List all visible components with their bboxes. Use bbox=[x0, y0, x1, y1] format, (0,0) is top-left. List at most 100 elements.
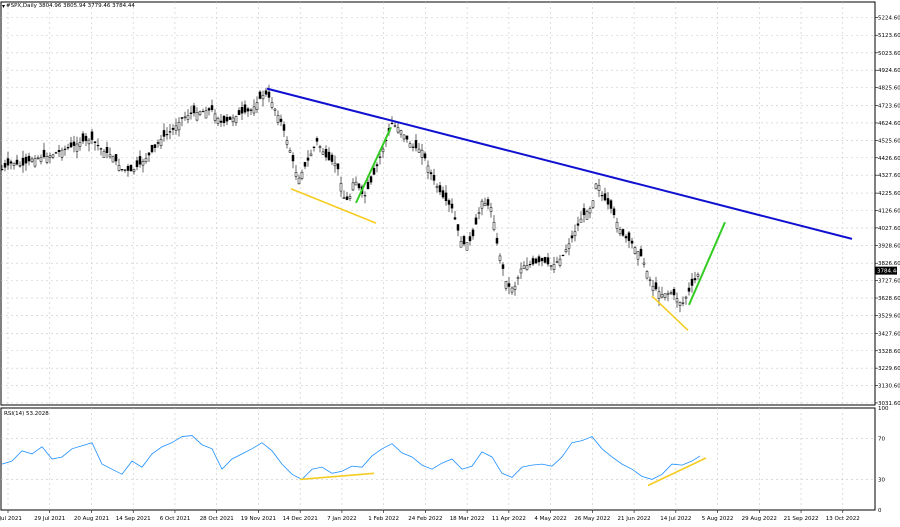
candle-body bbox=[279, 118, 283, 122]
candle-body bbox=[639, 248, 643, 257]
candle-body bbox=[402, 134, 406, 140]
candle-body bbox=[645, 271, 649, 279]
candle-body bbox=[525, 265, 529, 271]
y-tick-label: 3031.60 bbox=[878, 401, 900, 407]
candle-body bbox=[621, 229, 625, 236]
candle-body bbox=[306, 157, 310, 161]
candle-body bbox=[135, 160, 139, 168]
candle-body bbox=[321, 151, 325, 155]
candle-body bbox=[564, 249, 568, 253]
x-tick-label: 21 Jun 2022 bbox=[618, 516, 651, 522]
candle-body bbox=[114, 154, 118, 162]
candle-body bbox=[138, 156, 142, 165]
candle-body bbox=[495, 237, 499, 244]
candle-body bbox=[507, 283, 511, 287]
candle-body bbox=[102, 150, 106, 158]
candle-body bbox=[480, 200, 484, 209]
candle-body bbox=[273, 108, 277, 111]
candle-body bbox=[66, 146, 70, 149]
candle-body bbox=[660, 294, 664, 298]
candle-body bbox=[549, 265, 553, 267]
candle-body bbox=[414, 140, 418, 149]
y-tick-label: 4327.60 bbox=[878, 173, 900, 179]
candle-body bbox=[183, 116, 187, 119]
x-tick-label: 7 Jul 2021 bbox=[0, 516, 22, 522]
candle-body bbox=[6, 158, 10, 166]
candle-body bbox=[624, 236, 628, 239]
candle-body bbox=[30, 158, 34, 162]
x-tick-label: 13 Oct 2022 bbox=[826, 516, 860, 522]
chart-title: #SPX,Daily 3804.96 3805.94 3779.46 3784.… bbox=[6, 3, 135, 9]
candle-body bbox=[426, 165, 430, 173]
candle-body bbox=[681, 302, 685, 304]
candle-body bbox=[15, 159, 19, 165]
dropdown-arrow-icon: ▾ bbox=[2, 3, 5, 10]
candle-body bbox=[345, 196, 349, 200]
rsi-tick-label: 100 bbox=[878, 406, 889, 412]
candle-body bbox=[195, 112, 199, 121]
candle-body bbox=[36, 157, 40, 159]
candle-body bbox=[159, 138, 163, 146]
candle-body bbox=[132, 169, 136, 172]
candle-body bbox=[90, 131, 94, 140]
candle-body bbox=[297, 177, 301, 185]
candle-body bbox=[39, 157, 43, 162]
x-tick-label: 19 Nov 2021 bbox=[241, 516, 276, 522]
candle-body bbox=[225, 116, 229, 122]
candle-body bbox=[150, 145, 154, 153]
candle-body bbox=[219, 120, 223, 123]
candle-body bbox=[543, 257, 547, 263]
y-tick-label: 4126.60 bbox=[878, 208, 900, 214]
candle-body bbox=[510, 287, 514, 293]
y-tick-label: 4225.60 bbox=[878, 191, 900, 197]
candle-body bbox=[51, 154, 55, 158]
candle-body bbox=[432, 174, 436, 181]
candle-body bbox=[144, 157, 148, 162]
candle-body bbox=[675, 298, 679, 303]
candle-body bbox=[255, 102, 259, 110]
candle-body bbox=[366, 182, 370, 190]
candle-body bbox=[93, 141, 97, 143]
candle-body bbox=[594, 183, 598, 189]
candle-body bbox=[444, 192, 448, 202]
candle-body bbox=[441, 190, 445, 198]
candle-body bbox=[264, 90, 268, 95]
candle-body bbox=[423, 153, 427, 159]
y-tick-label: 3529.60 bbox=[878, 313, 900, 319]
candle-body bbox=[267, 91, 271, 98]
candle-body bbox=[474, 217, 478, 225]
candle-body bbox=[318, 146, 322, 148]
y-tick-label: 4426.60 bbox=[878, 156, 900, 162]
candle-body bbox=[288, 150, 292, 153]
candle-body bbox=[9, 161, 13, 164]
candle-body bbox=[411, 146, 415, 148]
candle-body bbox=[591, 200, 595, 208]
candle-body bbox=[666, 292, 670, 295]
x-tick-label: 26 May 2022 bbox=[574, 516, 610, 522]
x-tick-label: 4 May 2022 bbox=[534, 516, 566, 522]
candle-body bbox=[243, 104, 247, 113]
candle-body bbox=[537, 256, 541, 263]
y-tick-label: 5224.60 bbox=[878, 15, 900, 21]
candle-body bbox=[327, 151, 331, 161]
rsi-support-line-2 bbox=[647, 457, 707, 487]
main-panel-frame bbox=[0, 1, 876, 406]
candle-body bbox=[330, 154, 334, 162]
candle-body bbox=[198, 111, 202, 115]
candle-body bbox=[513, 285, 517, 290]
candle-body bbox=[171, 127, 175, 130]
candle-body bbox=[177, 121, 181, 131]
candle-body bbox=[240, 107, 244, 114]
y-tick-label: 4924.60 bbox=[878, 68, 900, 74]
candle-body bbox=[477, 212, 481, 214]
candle-body bbox=[78, 142, 82, 147]
candle-body bbox=[450, 203, 454, 209]
candle-body bbox=[447, 200, 451, 205]
rsi-panel-frame bbox=[0, 407, 876, 511]
candle-body bbox=[465, 242, 469, 251]
candle-body bbox=[627, 232, 631, 241]
candle-body bbox=[84, 135, 88, 141]
candle-body bbox=[69, 142, 73, 148]
candle-body bbox=[693, 278, 697, 281]
